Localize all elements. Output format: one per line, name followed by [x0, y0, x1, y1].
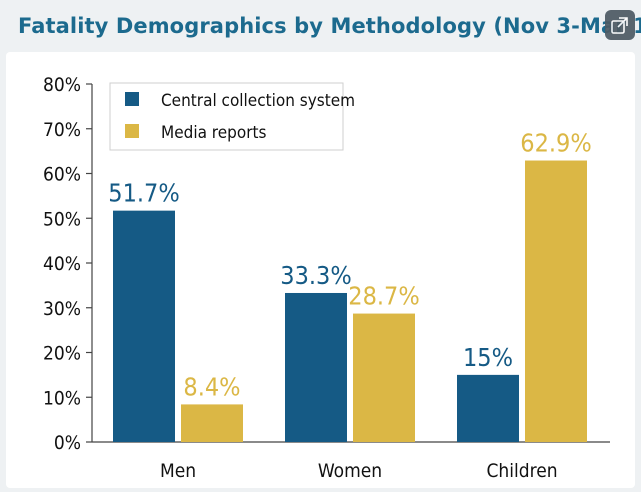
x-category-label: Women — [318, 460, 382, 482]
y-tick-label: 30% — [43, 298, 81, 320]
x-category-label: Men — [160, 460, 196, 482]
y-tick-label: 10% — [43, 387, 81, 409]
y-tick-label: 60% — [43, 164, 81, 186]
data-label: 8.4% — [183, 372, 240, 401]
expand-icon — [611, 17, 628, 34]
legend: Central collection system Media reports — [109, 82, 355, 151]
y-tick-label: 40% — [43, 253, 81, 275]
data-label: 51.7% — [108, 179, 179, 208]
y-tick-label: 50% — [43, 208, 81, 230]
y-tick-label: 80% — [43, 74, 81, 96]
bar-central-men — [113, 210, 175, 442]
y-tick-label: 70% — [43, 119, 81, 141]
legend-label-central: Central collection system — [161, 91, 355, 111]
legend-swatch-media — [125, 124, 139, 138]
y-tick-label: 0% — [54, 432, 81, 454]
bar-media-men — [181, 404, 243, 442]
chart-title: Fatality Demographics by Methodology (No… — [18, 14, 641, 38]
legend-box — [109, 82, 344, 151]
data-label: 15% — [463, 343, 513, 372]
data-label: 33.3% — [280, 261, 351, 290]
bar-central-children — [457, 374, 519, 442]
y-tick-label: 20% — [43, 343, 81, 365]
data-label: 62.9% — [520, 129, 591, 158]
expand-button[interactable] — [605, 10, 635, 40]
legend-label-media: Media reports — [161, 123, 266, 143]
bar-media-children — [525, 160, 587, 442]
bar-central-women — [285, 292, 347, 442]
data-label: 28.7% — [348, 282, 419, 311]
legend-swatch-central — [125, 92, 139, 106]
bar-media-women — [353, 313, 415, 442]
x-category-label: Children — [486, 460, 557, 482]
